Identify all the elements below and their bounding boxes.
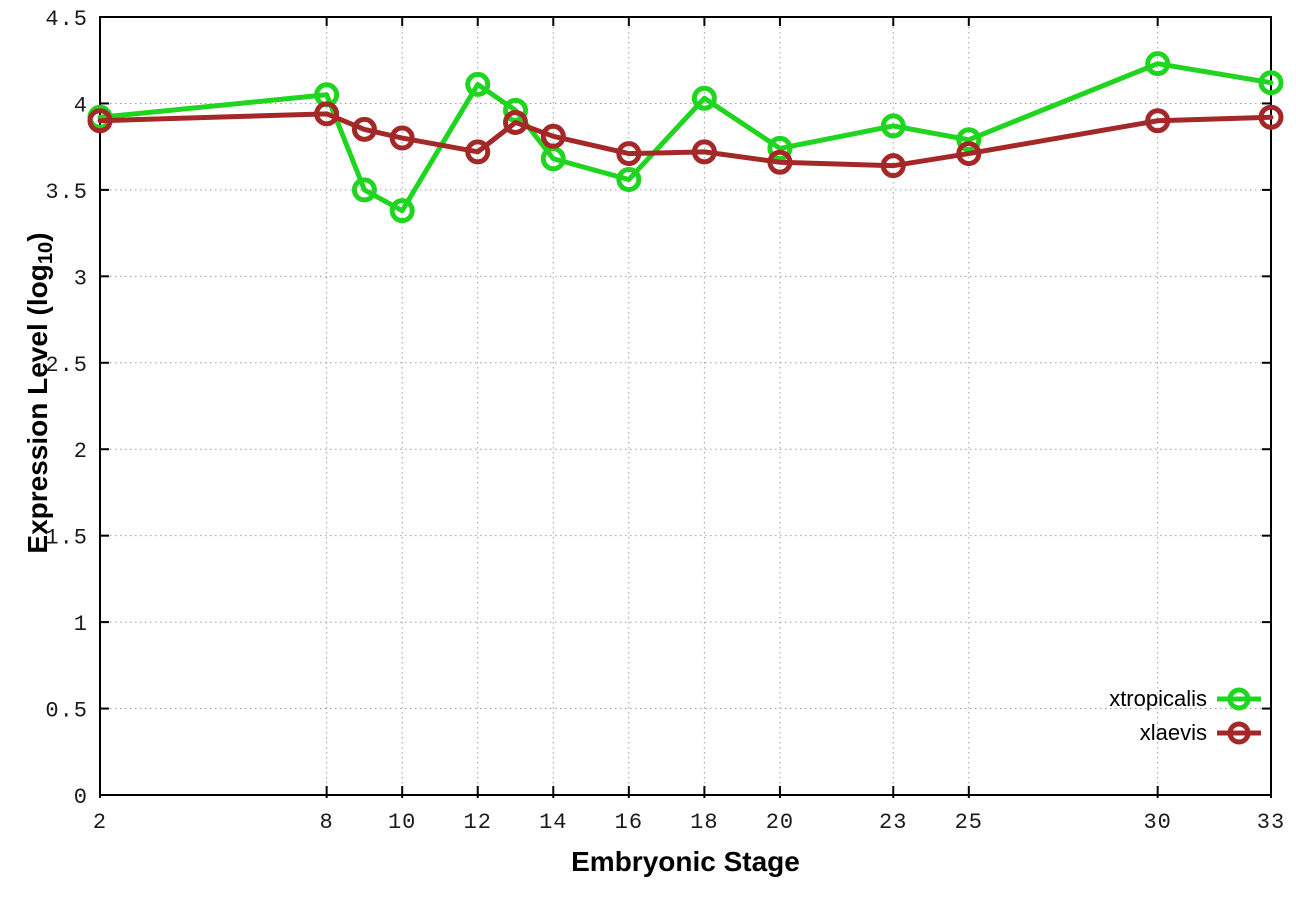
- x-tick-label: 14: [539, 810, 567, 835]
- x-tick-label: 25: [955, 810, 983, 835]
- marker-xlaevis: [1258, 104, 1284, 130]
- x-axis-title: Embryonic Stage: [571, 846, 800, 877]
- marker-xlaevis: [465, 139, 491, 165]
- marker-xlaevis: [616, 141, 642, 167]
- y-tick-label: 0.5: [45, 699, 88, 724]
- y-tick-label: 0: [74, 785, 88, 810]
- marker-xlaevis: [691, 139, 717, 165]
- x-tick-label: 16: [615, 810, 643, 835]
- legend-sample-line-icon: [1217, 687, 1261, 711]
- legend: xtropicalis xlaevis: [1109, 683, 1262, 749]
- y-tick-label: 1.5: [45, 526, 88, 551]
- marker-xtropicalis: [465, 71, 491, 97]
- marker-xlaevis: [767, 149, 793, 175]
- x-tick-label: 30: [1143, 810, 1171, 835]
- marker-xlaevis: [956, 141, 982, 167]
- x-tick-label: 33: [1257, 810, 1285, 835]
- series-line-xlaevis: [97, 111, 1274, 169]
- marker-xlaevis: [503, 109, 529, 135]
- marker-xlaevis: [880, 153, 906, 179]
- marker-xlaevis: [389, 125, 415, 151]
- legend-label-xtropicalis: xtropicalis: [1109, 686, 1207, 711]
- y-tick-label: 4: [74, 93, 88, 118]
- series-line-xtropicalis: [97, 61, 1274, 214]
- marker-xlaevis: [540, 123, 566, 149]
- y-tick-label: 2.5: [45, 353, 88, 378]
- marker-xlaevis: [314, 101, 340, 127]
- y-tick-label: 2: [74, 439, 88, 464]
- marker-xtropicalis: [1258, 70, 1284, 96]
- marker-xtropicalis: [351, 177, 377, 203]
- legend-item-xtropicalis: xtropicalis: [1109, 683, 1262, 715]
- x-tick-label: 12: [464, 810, 492, 835]
- marker-xtropicalis: [389, 198, 415, 224]
- x-tick-label: 20: [766, 810, 794, 835]
- marker-xtropicalis: [1145, 51, 1171, 77]
- x-tick-label: 23: [879, 810, 907, 835]
- marker-xtropicalis: [616, 167, 642, 193]
- legend-sample-line-icon: [1217, 721, 1261, 745]
- y-axis-title-text: Expression Level (log: [22, 264, 53, 554]
- marker-xlaevis: [1145, 108, 1171, 134]
- y-tick-label: 1: [74, 612, 88, 637]
- y-axis-title-suffix: ): [22, 232, 53, 242]
- marker-xlaevis: [87, 108, 113, 134]
- legend-label-xlaevis: xlaevis: [1139, 720, 1207, 745]
- marker-xtropicalis: [691, 85, 717, 111]
- y-tick-label: 4.5: [45, 7, 88, 32]
- plot-border: [99, 16, 1272, 796]
- x-tick-label: 2: [93, 810, 107, 835]
- x-tick-label: 18: [690, 810, 718, 835]
- y-axis-title: Expression Level (log10): [21, 143, 58, 643]
- marker-xtropicalis: [767, 135, 793, 161]
- y-tick-label: 3.5: [45, 180, 88, 205]
- y-tick-label: 3: [74, 266, 88, 291]
- marker-xtropicalis: [956, 127, 982, 153]
- x-tick-label: 10: [388, 810, 416, 835]
- legend-item-xlaevis: xlaevis: [1140, 717, 1262, 749]
- marker-xtropicalis: [880, 113, 906, 139]
- x-tick-label: 8: [320, 810, 334, 835]
- marker-xlaevis: [351, 116, 377, 142]
- y-axis-title-subscript: 10: [35, 241, 58, 265]
